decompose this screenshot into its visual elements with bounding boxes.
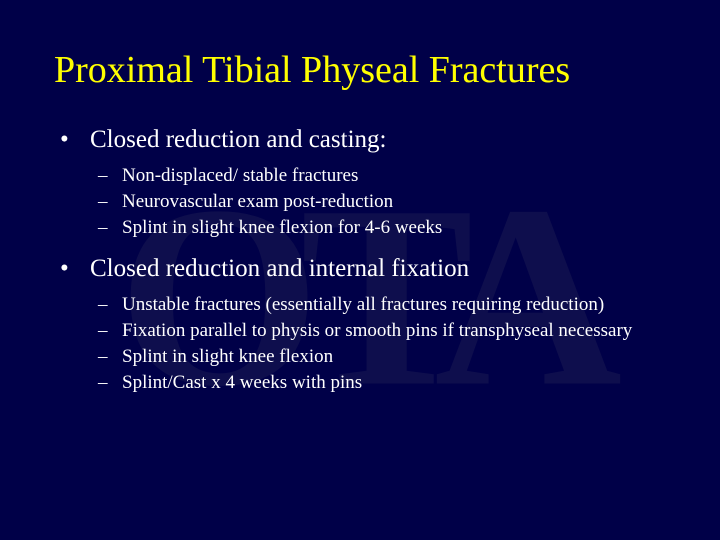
bullet-text: Closed reduction and internal fixation <box>90 255 469 283</box>
bullet-dash: – <box>98 319 122 343</box>
bullet-text: Splint in slight knee flexion <box>122 345 333 369</box>
bullet-level2: – Non-displaced/ stable fractures <box>98 164 666 188</box>
bullet-dash: – <box>98 345 122 369</box>
bullet-dot: • <box>60 255 90 283</box>
bullet-text: Splint/Cast x 4 weeks with pins <box>122 371 362 395</box>
bullet-dash: – <box>98 293 122 317</box>
bullet-level1: • Closed reduction and internal fixation <box>60 255 666 283</box>
bullet-level2: – Splint in slight knee flexion for 4-6 … <box>98 216 666 240</box>
bullet-level2: – Fixation parallel to physis or smooth … <box>98 319 666 343</box>
bullet-level2: – Splint in slight knee flexion <box>98 345 666 369</box>
bullet-text: Unstable fractures (essentially all frac… <box>122 293 604 317</box>
slide-content: Proximal Tibial Physeal Fractures • Clos… <box>0 0 720 394</box>
slide-title: Proximal Tibial Physeal Fractures <box>54 48 666 92</box>
bullet-level2: – Unstable fractures (essentially all fr… <box>98 293 666 317</box>
bullet-level2: – Splint/Cast x 4 weeks with pins <box>98 371 666 395</box>
bullet-text: Splint in slight knee flexion for 4-6 we… <box>122 216 442 240</box>
bullet-text: Non-displaced/ stable fractures <box>122 164 358 188</box>
bullet-text: Closed reduction and casting: <box>90 126 386 154</box>
bullet-dash: – <box>98 190 122 214</box>
bullet-text: Neurovascular exam post-reduction <box>122 190 393 214</box>
bullet-level2: – Neurovascular exam post-reduction <box>98 190 666 214</box>
bullet-dot: • <box>60 126 90 154</box>
bullet-dash: – <box>98 371 122 395</box>
bullet-dash: – <box>98 216 122 240</box>
bullet-dash: – <box>98 164 122 188</box>
bullet-text: Fixation parallel to physis or smooth pi… <box>122 319 632 343</box>
bullet-level1: • Closed reduction and casting: <box>60 126 666 154</box>
